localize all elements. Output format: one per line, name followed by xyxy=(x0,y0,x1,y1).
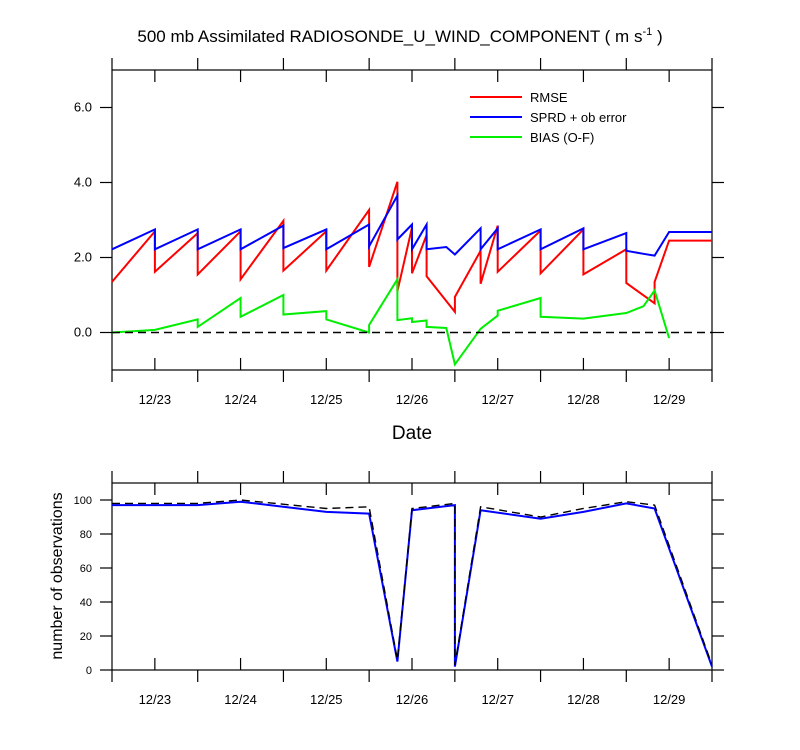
bottom-chart: 12/23 12/24 12/25 12/26 12/27 12/28 12/29 0 20 40… xyxy=(74,471,724,707)
bottom-x-tick-label: 12/25 xyxy=(310,692,343,707)
bottom-x-tick-label: 12/23 xyxy=(139,692,172,707)
top-x-tick-label: 12/29 xyxy=(653,392,686,407)
bottom-y-tick-label: 100 xyxy=(74,495,92,507)
top-chart: 12/23 12/24 12/25 12/26 12/27 12/28 12/29 0.0 2.… xyxy=(74,58,724,407)
bottom-x-tick-label: 12/27 xyxy=(481,692,514,707)
bottom-series-assimilated xyxy=(112,500,713,667)
bottom-y-tick-label: 80 xyxy=(80,529,92,541)
top-x-tick-label: 12/24 xyxy=(224,392,257,407)
bottom-x-tick-label: 12/29 xyxy=(653,692,686,707)
top-x-tick-label: 12/27 xyxy=(481,392,514,407)
legend-label: BIAS (O-F) xyxy=(530,130,594,145)
bottom-x-tick-label: 12/28 xyxy=(567,692,600,707)
top-x-tick-label: 12/28 xyxy=(567,392,600,407)
bottom-y-tick-label: 60 xyxy=(80,563,92,575)
top-x-tick-label: 12/26 xyxy=(396,392,429,407)
legend-label: RMSE xyxy=(530,90,568,105)
bottom-y-axis-label: number of observations xyxy=(49,492,66,659)
top-y-tick-label: 4.0 xyxy=(74,175,92,190)
bottom-y-tick-label: 40 xyxy=(80,597,92,609)
bottom-x-tick-label: 12/24 xyxy=(224,692,257,707)
top-chart-title: 500 mb Assimilated RADIOSONDE_U_WIND_COM… xyxy=(137,26,662,46)
top-y-tick-label: 2.0 xyxy=(74,250,92,265)
bottom-y-tick-label: 20 xyxy=(80,631,92,643)
top-series-bias-o-f xyxy=(111,275,671,367)
legend-label: SPRD + ob error xyxy=(530,110,627,125)
top-y-tick-label: 6.0 xyxy=(74,100,92,115)
top-x-tick-label: 12/23 xyxy=(139,392,172,407)
bottom-x-tick-label: 12/26 xyxy=(396,692,429,707)
top-x-tick-label: 12/25 xyxy=(310,392,343,407)
top-y-tick-label: 0.0 xyxy=(74,325,92,340)
top-series-sprd-ob-error xyxy=(111,191,712,257)
bottom-y-tick-label: 0 xyxy=(86,665,92,677)
top-x-axis-label: Date xyxy=(392,423,432,444)
bottom-series-total xyxy=(112,499,713,666)
